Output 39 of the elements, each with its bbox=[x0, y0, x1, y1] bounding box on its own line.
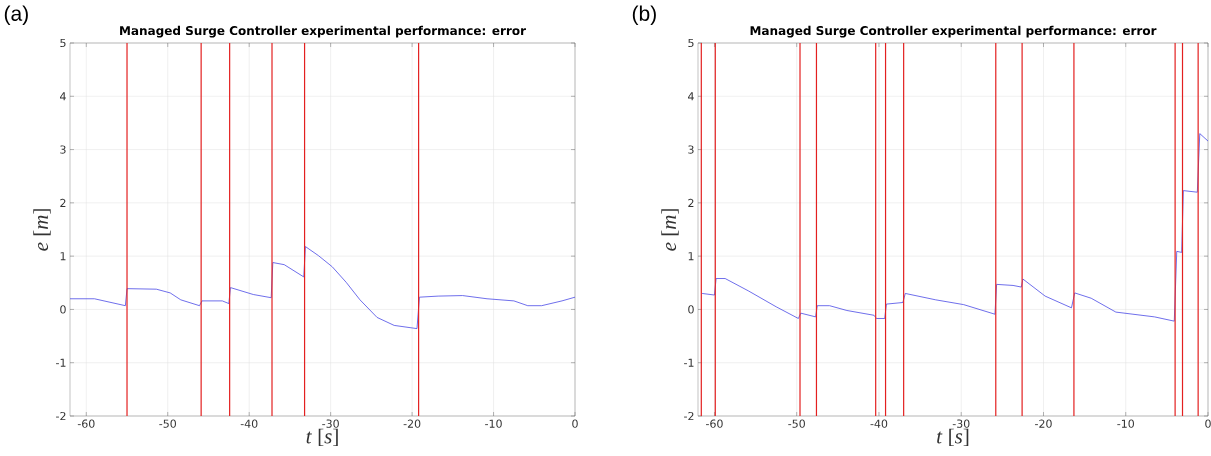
x-tick-label: -60 bbox=[706, 419, 723, 428]
x-tick-label: -30 bbox=[952, 419, 970, 428]
y-axis-title: e [m] bbox=[33, 209, 51, 251]
y-tick-label: 3 bbox=[60, 145, 66, 154]
x-tick-label: -40 bbox=[240, 419, 258, 428]
chart-title: Managed Surge Controller experimental performance: error bbox=[120, 25, 526, 38]
y-tick-label: -2 bbox=[684, 411, 694, 421]
y-tick-label: -1 bbox=[56, 358, 66, 367]
y-tick-label: 1 bbox=[60, 252, 66, 261]
text: (a) bbox=[4, 5, 28, 26]
x-tick-label: -10 bbox=[485, 419, 502, 428]
y-tick-label: 5 bbox=[688, 38, 694, 48]
x-tick-label: -20 bbox=[403, 419, 421, 428]
y-tick-label: -1 bbox=[684, 358, 694, 367]
y-axis-title: e [m] bbox=[661, 209, 679, 251]
line-series bbox=[70, 246, 575, 330]
y-tick-label: 1 bbox=[688, 252, 694, 261]
y-tick-label: -2 bbox=[56, 411, 66, 421]
x-axis-title: t [s] bbox=[937, 428, 969, 447]
x-axis-title: t [s] bbox=[306, 428, 338, 447]
y-tick-label: 0 bbox=[60, 305, 66, 314]
y-tick-label: 4 bbox=[60, 92, 66, 101]
y-tick-label: 2 bbox=[60, 198, 66, 207]
x-tick-label: -10 bbox=[1117, 419, 1134, 428]
x-tick-label: 0 bbox=[1205, 419, 1211, 428]
y-tick-label: 0 bbox=[688, 305, 694, 314]
x-tick-label: -50 bbox=[788, 419, 805, 428]
y-tick-label: 2 bbox=[688, 198, 694, 207]
y-tick-label: 4 bbox=[688, 92, 694, 101]
x-tick-label: -30 bbox=[322, 419, 339, 428]
x-tick-label: -60 bbox=[77, 419, 95, 428]
chart-title: Managed Surge Controller experimental performance: error bbox=[750, 25, 1157, 38]
x-tick-label: 0 bbox=[572, 419, 578, 428]
x-tick-label: -40 bbox=[870, 419, 888, 428]
y-tick-label: 5 bbox=[60, 38, 66, 48]
x-tick-label: -50 bbox=[159, 419, 176, 428]
x-tick-label: -20 bbox=[1035, 419, 1052, 428]
text: (b) bbox=[632, 5, 656, 26]
y-tick-label: 3 bbox=[688, 145, 694, 154]
